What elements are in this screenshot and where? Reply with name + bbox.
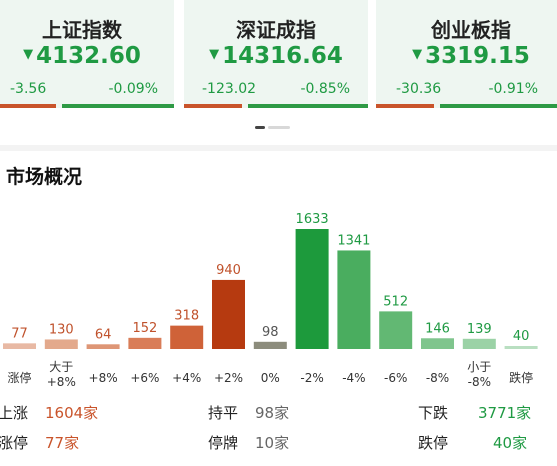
index-change: -3.56 <box>10 81 47 97</box>
bar-category-label: 大于 <box>49 360 73 374</box>
flat-count-label: 持平 <box>208 404 239 422</box>
bar-value-label: 1633 <box>296 212 329 227</box>
bar-category-label: 小于 <box>467 360 491 374</box>
bar-9 <box>379 311 413 349</box>
index-percent: -0.91% <box>488 81 538 97</box>
bar-category-label: -8% <box>468 375 491 389</box>
index-cards: 上证指数 ▼ 4132.60 -3.56 -0.09% 深证成指 ▼ 14316.6… <box>0 0 557 112</box>
market-distribution-chart: 77涨停130大于+8%64+8%152+6%318+4%940+2%980%1… <box>3 212 538 389</box>
bar-5 <box>212 279 245 349</box>
bar-category-label: 0% <box>261 371 280 385</box>
index-percent: -0.09% <box>108 81 158 97</box>
limit-down-label: 跌停 <box>418 434 449 452</box>
bar-category-label: +6% <box>130 371 159 385</box>
bar-category-label: -8% <box>426 371 449 385</box>
limit-down-value: 40家 <box>493 434 528 452</box>
bar-category-label: +8% <box>47 375 76 389</box>
index-name: 上证指数 <box>42 18 122 42</box>
bar-category-label: +8% <box>89 371 118 385</box>
bar-10 <box>421 338 454 349</box>
bar-1 <box>44 339 78 349</box>
down-count-label: 下跌 <box>418 404 449 422</box>
bar-category-label: +4% <box>172 371 201 385</box>
up-count-label: 上涨 <box>0 404 29 422</box>
section-title: 市场概况 <box>6 166 83 188</box>
bar-value-label: 40 <box>513 329 530 344</box>
index-name: 创业板指 <box>431 18 511 42</box>
bar-category-label: -6% <box>384 371 407 385</box>
bar-value-label: 940 <box>216 263 241 278</box>
down-arrow-icon: ▼ <box>209 47 220 62</box>
bar-category-label: +2% <box>214 371 243 385</box>
bar-11 <box>462 338 496 349</box>
bar-value-label: 146 <box>425 321 450 336</box>
down-count-value: 3771家 <box>478 404 532 422</box>
bar-value-label: 318 <box>174 309 199 324</box>
index-card-chinext[interactable]: 创业板指 ▼ 3319.15 -30.36 -0.91% <box>376 0 557 108</box>
bar-value-label: 77 <box>11 326 28 341</box>
page-dot <box>268 126 290 129</box>
bar-value-label: 152 <box>132 321 157 336</box>
up-down-ratio-bar <box>376 104 557 108</box>
halt-value: 10家 <box>255 434 290 452</box>
halt-label: 停牌 <box>208 434 239 452</box>
index-price: ▼ 14316.64 <box>209 43 343 69</box>
index-price: ▼ 4132.60 <box>23 43 141 69</box>
down-arrow-icon: ▼ <box>23 47 34 62</box>
up-down-ratio-bar <box>184 104 368 108</box>
bar-0 <box>3 343 36 349</box>
section-divider <box>0 145 557 151</box>
down-arrow-icon: ▼ <box>412 47 423 62</box>
up-count-value: 1604家 <box>45 404 99 422</box>
bar-value-label: 64 <box>95 327 112 342</box>
index-percent: -0.85% <box>300 81 350 97</box>
bar-value-label: 130 <box>49 322 74 337</box>
bar-value-label: 1341 <box>337 233 370 248</box>
index-card-shenzhen[interactable]: 深证成指 ▼ 14316.64 -123.02 -0.85% <box>184 0 368 108</box>
index-card-shanghai[interactable]: 上证指数 ▼ 4132.60 -3.56 -0.09% <box>0 0 174 108</box>
index-change: -123.02 <box>202 81 257 97</box>
bar-category-label: -2% <box>300 371 323 385</box>
index-change: -30.36 <box>396 81 442 97</box>
bar-value-label: 512 <box>383 294 408 309</box>
limit-up-label: 涨停 <box>0 434 29 452</box>
bar-category-label: 涨停 <box>7 370 31 385</box>
bar-6 <box>253 341 287 349</box>
bar-4 <box>170 325 204 349</box>
flat-count-value: 98家 <box>255 404 290 422</box>
page-dot-active <box>255 126 265 129</box>
bar-3 <box>128 337 162 349</box>
bar-category-label: 跌停 <box>509 370 533 385</box>
index-name: 深证成指 <box>236 18 316 42</box>
limit-up-value: 77家 <box>45 434 80 452</box>
bar-8 <box>337 250 371 349</box>
bar-value-label: 139 <box>467 322 492 337</box>
bar-2 <box>86 344 120 349</box>
bar-value-label: 98 <box>262 325 279 340</box>
bar-7 <box>295 229 329 349</box>
up-down-ratio-bar <box>0 104 174 108</box>
index-price: ▼ 3319.15 <box>412 43 530 69</box>
bar-12 <box>504 346 538 349</box>
bar-category-label: -4% <box>342 371 365 385</box>
